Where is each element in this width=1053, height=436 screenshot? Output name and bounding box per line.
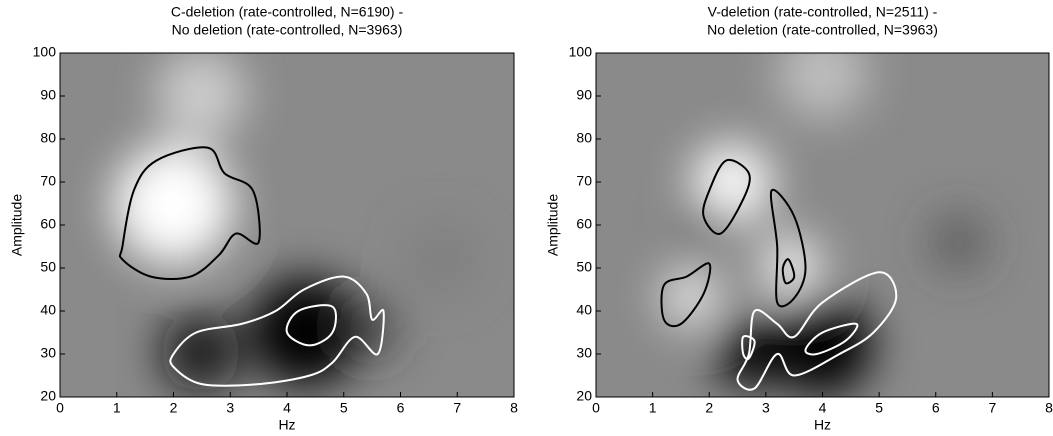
x-tick-label: 2 xyxy=(170,400,178,416)
y-tick-label: 40 xyxy=(576,302,592,318)
x-axis-label: Hz xyxy=(278,417,295,433)
contour-line xyxy=(702,158,751,235)
contour-line xyxy=(741,335,756,361)
contour-line xyxy=(769,188,807,308)
shading xyxy=(661,53,989,396)
x-tick-label: 3 xyxy=(226,400,234,416)
y-tick-label: 70 xyxy=(576,173,592,189)
x-tick-label: 8 xyxy=(1045,400,1053,416)
x-tick-label: 4 xyxy=(819,400,827,416)
contour-line xyxy=(804,322,859,356)
y-tick-label: 60 xyxy=(576,216,592,232)
x-tick-label: 7 xyxy=(453,400,461,416)
y-tick-label: 50 xyxy=(576,259,592,275)
y-axis-label: Amplitude xyxy=(545,194,561,256)
x-tick-label: 0 xyxy=(592,400,600,416)
x-tick-label: 5 xyxy=(875,400,883,416)
x-tick-label: 3 xyxy=(762,400,770,416)
y-tick-label: 40 xyxy=(40,302,56,318)
y-tick-label: 30 xyxy=(40,345,56,361)
x-tick-label: 5 xyxy=(340,400,348,416)
shade-blob xyxy=(250,276,361,387)
panel: 0 1 2 3 4 5 6 7 8 20 30 40 50 60 70 80 90 100 V-deletion (… xyxy=(545,4,1053,433)
shade-blob xyxy=(679,200,730,250)
x-tick-label: 0 xyxy=(56,400,64,416)
y-axis-label: Amplitude xyxy=(9,194,25,256)
x-tick-label: 2 xyxy=(705,400,713,416)
y-tick-label: 30 xyxy=(576,345,592,361)
y-tick-label: 100 xyxy=(33,44,57,60)
shade-blob xyxy=(155,53,246,140)
shade-blob xyxy=(113,144,234,265)
y-tick-label: 60 xyxy=(40,216,56,232)
x-tick-label: 1 xyxy=(113,400,121,416)
x-tick-label: 6 xyxy=(932,400,940,416)
y-tick-label: 50 xyxy=(40,259,56,275)
contour-line xyxy=(781,258,796,285)
y-tick-label: 90 xyxy=(40,87,56,103)
plot-area xyxy=(596,53,1049,397)
y-tick-label: 100 xyxy=(569,44,593,60)
chart-title: V-deletion (rate-controlled, N=2511) - xyxy=(708,4,938,20)
chart-title: No deletion (rate-controlled, N=3963) xyxy=(172,22,403,38)
x-tick-label: 7 xyxy=(988,400,996,416)
x-tick-label: 1 xyxy=(649,400,657,416)
x-tick-label: 4 xyxy=(283,400,291,416)
contour-line xyxy=(118,146,261,281)
shade-blob xyxy=(928,212,989,273)
x-axis-label: Hz xyxy=(814,417,831,433)
y-tick-label: 80 xyxy=(576,130,592,146)
shade-blob xyxy=(760,236,821,297)
plot-area xyxy=(60,53,514,397)
chart-title: No deletion (rate-controlled, N=3963) xyxy=(707,22,938,38)
chart-title: C-deletion (rate-controlled, N=6190) - xyxy=(171,4,404,20)
y-tick-label: 20 xyxy=(40,388,56,404)
contour-line xyxy=(285,304,337,347)
x-tick-label: 8 xyxy=(510,400,518,416)
shade-blob xyxy=(401,219,482,300)
shade-blob xyxy=(160,312,241,393)
y-tick-label: 80 xyxy=(40,130,56,146)
y-tick-label: 90 xyxy=(576,87,592,103)
shading xyxy=(113,53,482,393)
x-tick-label: 6 xyxy=(397,400,405,416)
shade-blob xyxy=(772,295,873,396)
y-tick-label: 20 xyxy=(576,388,592,404)
contour-line xyxy=(169,275,385,387)
shade-blob xyxy=(661,267,722,328)
y-tick-label: 70 xyxy=(40,173,56,189)
contour-line xyxy=(736,271,898,391)
shade-blob xyxy=(777,53,868,119)
panel: 0 1 2 3 4 5 6 7 8 20 30 40 50 60 70 80 90 100 C-deletion (… xyxy=(9,4,518,433)
contour-line xyxy=(660,262,712,328)
